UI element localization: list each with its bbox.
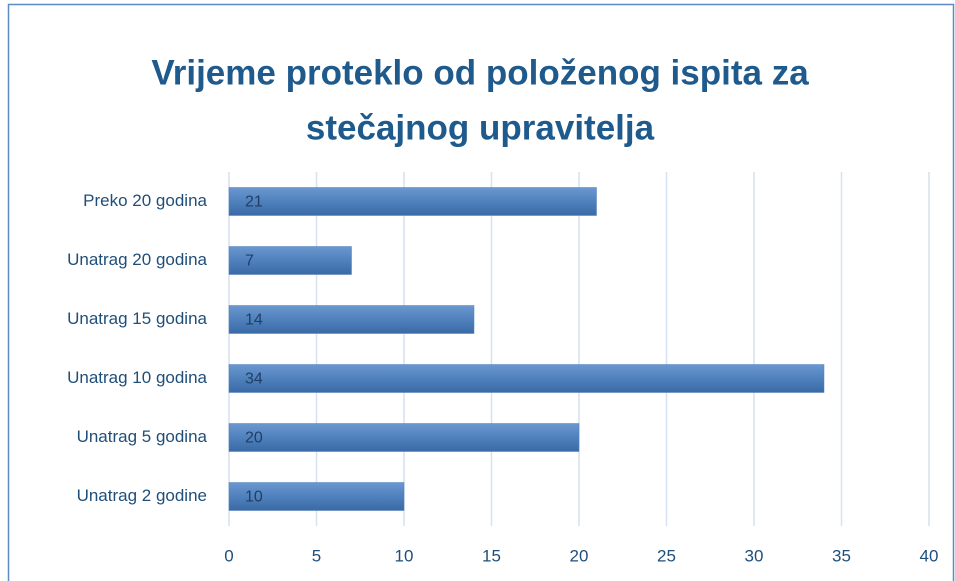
chart-title: stečajnog upravitelja (306, 108, 655, 147)
y-tick-label: Unatrag 15 godina (67, 309, 207, 328)
bar (228, 305, 475, 334)
bar (228, 246, 352, 275)
data-label: 34 (245, 371, 263, 388)
data-label: 7 (245, 253, 254, 270)
bar (228, 423, 580, 452)
bar (228, 364, 825, 393)
x-tick-label: 35 (832, 546, 851, 565)
x-tick-label: 25 (657, 546, 676, 565)
data-label: 14 (245, 312, 263, 329)
x-tick-label: 5 (312, 546, 321, 565)
data-label: 20 (245, 430, 263, 447)
x-tick-label: 20 (570, 546, 589, 565)
y-tick-label: Preko 20 godina (83, 191, 207, 210)
chart-frame (7, 3, 955, 581)
y-tick-label: Unatrag 10 godina (67, 368, 207, 387)
data-label: 21 (245, 194, 263, 211)
bar (228, 187, 597, 216)
x-tick-label: 0 (224, 546, 233, 565)
x-tick-label: 30 (745, 546, 764, 565)
y-tick-label: Unatrag 20 godina (67, 250, 207, 269)
bar (228, 482, 405, 511)
y-tick-label: Unatrag 2 godine (77, 486, 207, 505)
data-label: 10 (245, 489, 263, 506)
x-tick-label: 40 (920, 546, 939, 565)
chart-title: Vrijeme proteklo od položenog ispita za (151, 53, 809, 92)
y-tick-label: Unatrag 5 godina (77, 427, 208, 446)
x-tick-label: 15 (482, 546, 501, 565)
x-tick-label: 10 (395, 546, 414, 565)
